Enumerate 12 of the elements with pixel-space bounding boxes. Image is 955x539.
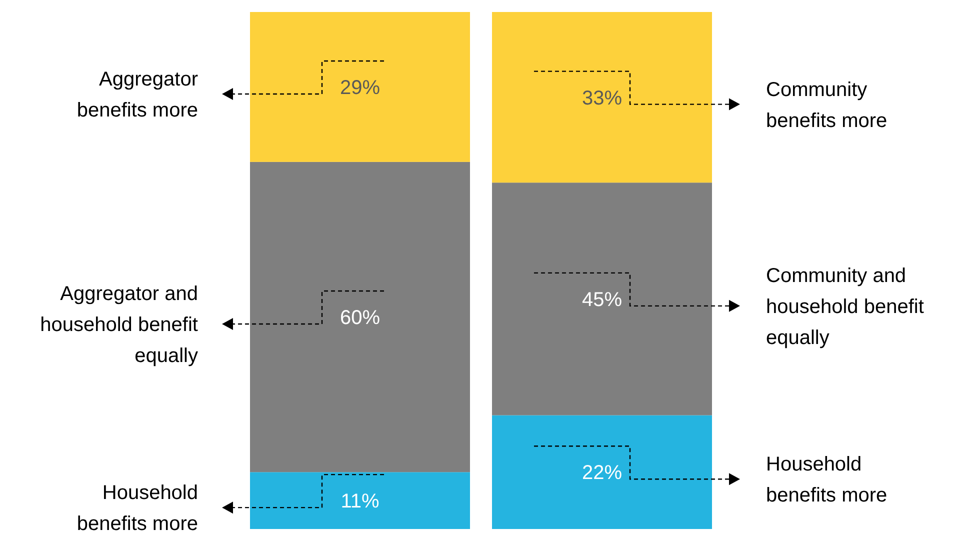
text: Community benefits more	[766, 78, 888, 132]
data-label: 60%	[340, 307, 380, 330]
text: Household benefits more	[766, 454, 888, 507]
text: Community and household benefit equally	[766, 264, 924, 349]
data-label: 45%	[582, 288, 622, 311]
text: Household benefits more	[76, 482, 198, 536]
text: Aggregator benefits more	[76, 68, 198, 122]
data-label: 22%	[582, 462, 622, 484]
data-label: 29%	[340, 76, 380, 99]
data-label: 33%	[582, 87, 622, 110]
text: Aggregator and household benefit equally	[40, 283, 198, 368]
data-label: 11%	[340, 490, 380, 513]
